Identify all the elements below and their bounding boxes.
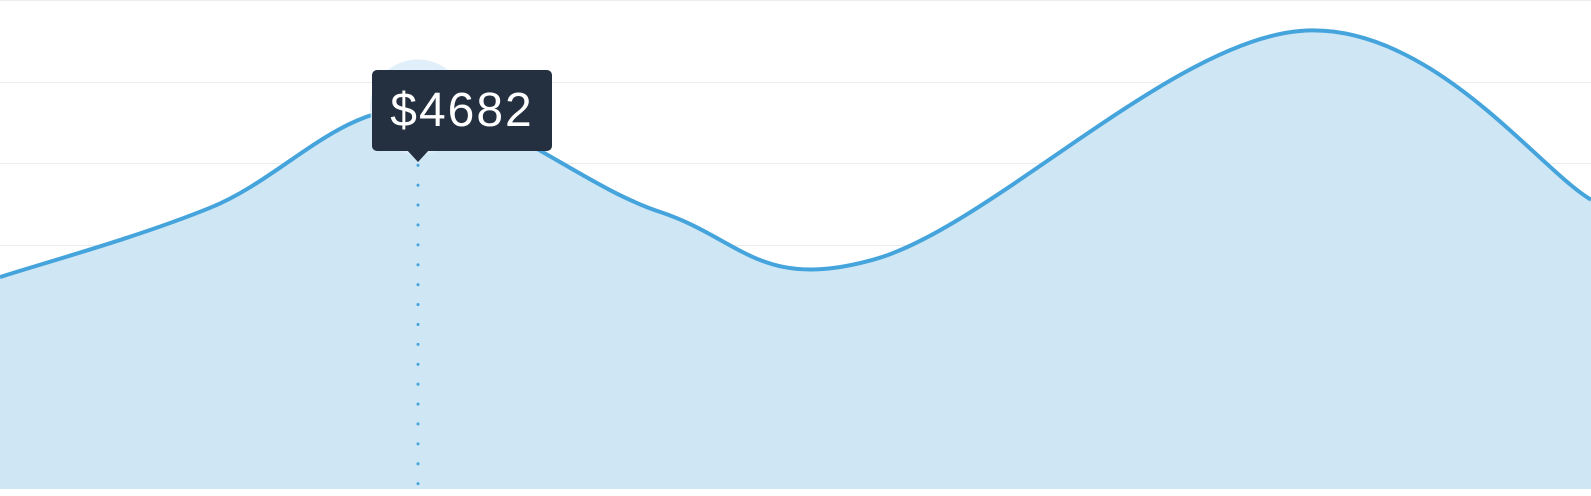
series-line <box>0 28 1591 279</box>
area-fill <box>0 30 1591 489</box>
value-tooltip: $4682 <box>372 70 552 151</box>
tooltip-value: $4682 <box>390 84 534 137</box>
tooltip-arrow <box>406 149 430 162</box>
